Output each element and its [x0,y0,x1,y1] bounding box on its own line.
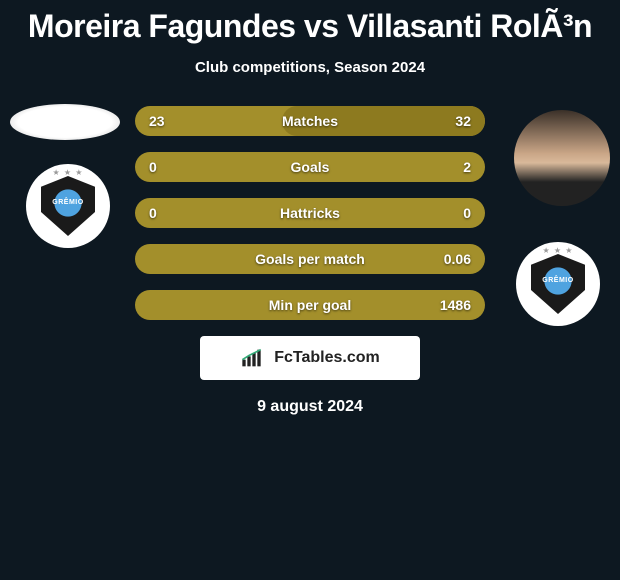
page-title: Moreira Fagundes vs Villasanti RolÃ³n [0,0,620,45]
club-badge-text: GRÊMIO [542,277,573,284]
stat-bar: Goals per match 0.06 [135,244,485,274]
stat-left-value: 0 [149,205,157,221]
club-stars-icon: ★ ★ ★ [53,168,84,177]
chart-icon [240,348,268,368]
club-stars-icon: ★ ★ ★ [543,246,574,255]
stat-label: Matches [282,113,338,129]
stat-label: Hattricks [280,205,340,221]
stat-right-value: 2 [463,159,471,175]
player-left-club-badge: ★ ★ ★ GRÊMIO [26,164,110,248]
date-text: 9 august 2024 [0,398,620,416]
stat-bar: 0 Goals 2 [135,152,485,182]
player-right-avatar [514,110,610,206]
stat-right-value: 0 [463,205,471,221]
stat-bar: 23 Matches 32 [135,106,485,136]
player-left-avatar [10,104,120,140]
stat-bar: 0 Hattricks 0 [135,198,485,228]
player-right-club-badge: ★ ★ ★ GRÊMIO [516,242,600,326]
brand-text: FcTables.com [274,349,380,367]
stat-left-value: 0 [149,159,157,175]
stat-label: Goals [291,159,330,175]
stat-right-value: 32 [455,113,471,129]
comparison-area: ★ ★ ★ GRÊMIO ★ ★ ★ GRÊMIO 23 Matches 32 0 Go… [0,106,620,416]
brand-badge: FcTables.com [200,336,420,380]
subtitle: Club competitions, Season 2024 [0,59,620,76]
stat-label: Min per goal [269,297,351,313]
stat-right-value: 1486 [440,297,471,313]
stat-bar: Min per goal 1486 [135,290,485,320]
club-badge-text: GRÊMIO [52,199,83,206]
stat-label: Goals per match [255,251,365,267]
stat-right-value: 0.06 [444,251,471,267]
stat-bars-list: 23 Matches 32 0 Goals 2 0 Hattricks 0 Goals per m… [135,106,485,320]
stat-left-value: 23 [149,113,165,129]
